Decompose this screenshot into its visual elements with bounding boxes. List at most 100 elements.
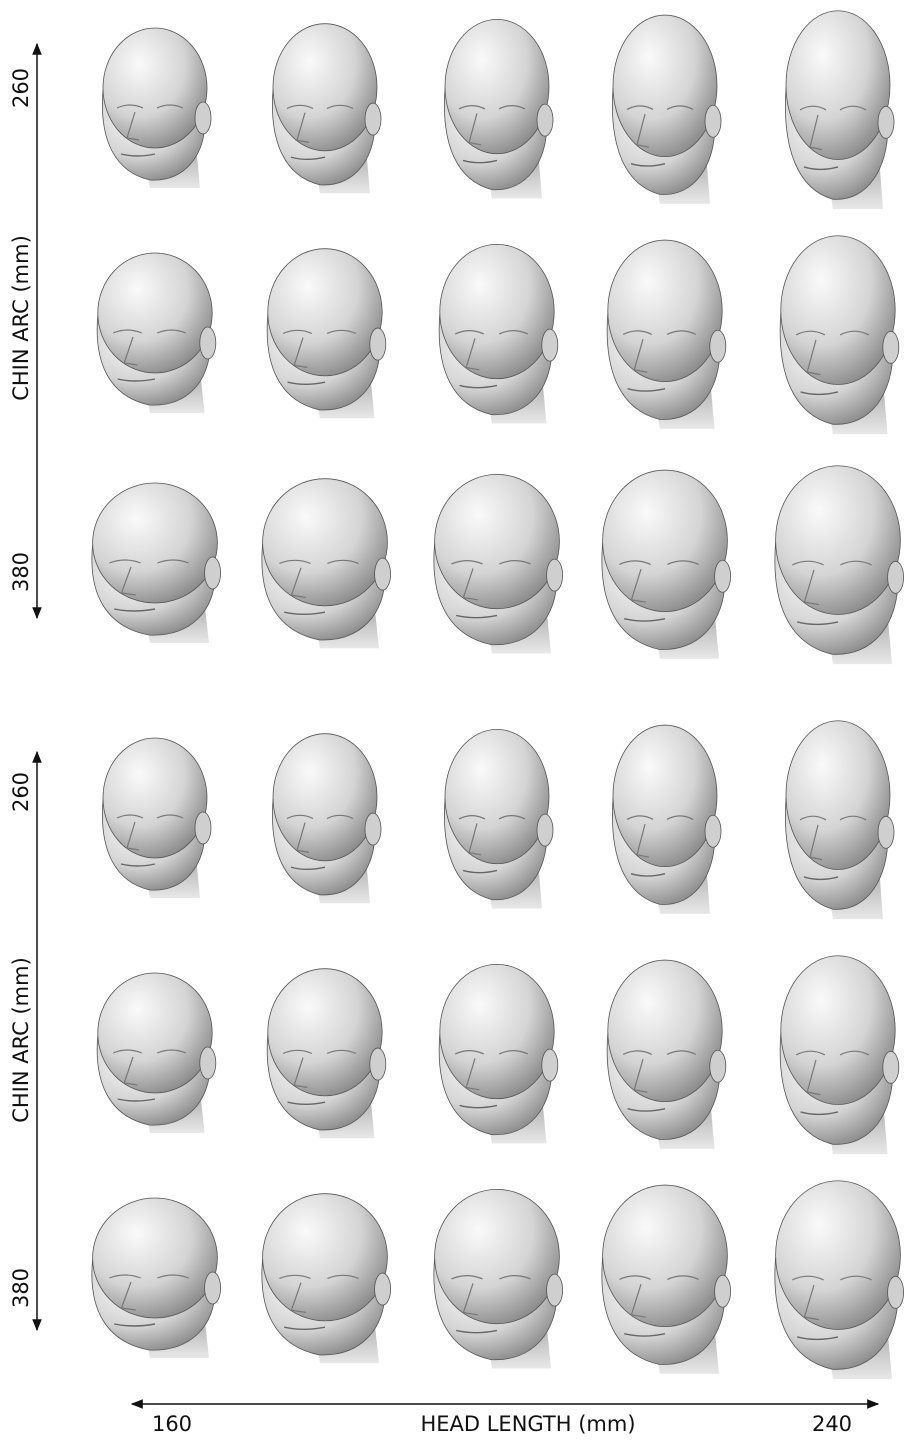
cranium	[776, 1181, 901, 1330]
cranium	[268, 249, 382, 376]
head	[434, 474, 563, 653]
cranium	[445, 729, 549, 863]
y-top-label: 260	[9, 68, 33, 108]
head	[262, 1194, 391, 1364]
ear	[365, 103, 381, 135]
head	[272, 734, 381, 904]
head	[267, 969, 386, 1139]
head	[607, 240, 726, 429]
cranium	[613, 15, 717, 157]
y-bottom-label: 380	[9, 1268, 33, 1308]
y-bottom-label: 380	[9, 552, 33, 592]
ear	[537, 104, 553, 136]
ear	[547, 559, 563, 591]
head	[92, 483, 221, 643]
cranium	[786, 721, 890, 870]
ear	[370, 1048, 386, 1080]
ear	[705, 105, 721, 137]
cranium	[98, 973, 212, 1093]
head	[444, 729, 553, 908]
cranium	[98, 253, 212, 373]
head	[607, 960, 726, 1149]
ear	[542, 329, 558, 361]
head	[97, 253, 216, 413]
head	[444, 19, 553, 198]
ear	[705, 815, 721, 847]
cranium	[786, 11, 890, 160]
cranium	[263, 1194, 388, 1321]
head	[775, 1181, 904, 1379]
ear	[878, 106, 894, 138]
ear	[710, 1050, 726, 1082]
head	[602, 470, 731, 659]
x-left-label: 160	[152, 1412, 192, 1436]
ear	[370, 328, 386, 360]
head	[102, 738, 211, 898]
cranium	[776, 466, 901, 615]
head	[612, 15, 721, 204]
ear	[547, 1274, 563, 1306]
head-grid	[92, 11, 904, 1379]
cranium	[103, 738, 207, 858]
cranium	[273, 734, 377, 861]
ear	[365, 813, 381, 845]
cranium	[263, 479, 388, 606]
ear	[205, 557, 221, 589]
ear	[888, 1276, 904, 1308]
head	[97, 973, 216, 1133]
y-top-label: 260	[9, 772, 33, 812]
cranium	[273, 24, 377, 151]
ear	[715, 1275, 731, 1307]
ear	[195, 102, 211, 134]
cranium	[435, 474, 560, 608]
ear	[205, 1272, 221, 1304]
cranium	[103, 28, 207, 148]
cranium	[781, 236, 895, 385]
ear	[542, 1049, 558, 1081]
head	[785, 11, 894, 209]
y-axis-label: CHIN ARC (mm)	[9, 957, 33, 1123]
head	[785, 721, 894, 919]
cranium	[603, 470, 728, 612]
ear	[883, 331, 899, 363]
cranium	[435, 1189, 560, 1323]
head	[602, 1185, 731, 1374]
cranium	[603, 1185, 728, 1327]
head	[439, 964, 558, 1143]
cranium	[440, 244, 554, 378]
head	[612, 725, 721, 914]
ear	[200, 1047, 216, 1079]
head	[272, 24, 381, 194]
head	[439, 244, 558, 423]
x-right-label: 240	[812, 1412, 852, 1436]
ear	[195, 812, 211, 844]
head	[780, 956, 899, 1154]
ear	[878, 816, 894, 848]
head	[92, 1198, 221, 1358]
x-axis-label: HEAD LENGTH (mm)	[420, 1412, 635, 1436]
cranium	[93, 1198, 218, 1318]
figure: 260 CHIN ARC (mm) 380 260 CHIN ARC (mm) …	[0, 0, 924, 1441]
ear	[375, 1273, 391, 1305]
cranium	[613, 725, 717, 867]
head	[780, 236, 899, 434]
ear	[888, 561, 904, 593]
cranium	[93, 483, 218, 603]
ear	[883, 1051, 899, 1083]
head	[434, 1189, 563, 1368]
cranium	[608, 240, 722, 382]
cranium	[445, 19, 549, 153]
ear	[710, 330, 726, 362]
ear	[200, 327, 216, 359]
ear	[715, 560, 731, 592]
head	[267, 249, 386, 419]
cranium	[608, 960, 722, 1102]
head	[262, 479, 391, 649]
cranium	[268, 969, 382, 1096]
cranium	[781, 956, 895, 1105]
ear	[375, 558, 391, 590]
head	[775, 466, 904, 664]
cranium	[440, 964, 554, 1098]
ear	[537, 814, 553, 846]
head	[102, 28, 211, 188]
